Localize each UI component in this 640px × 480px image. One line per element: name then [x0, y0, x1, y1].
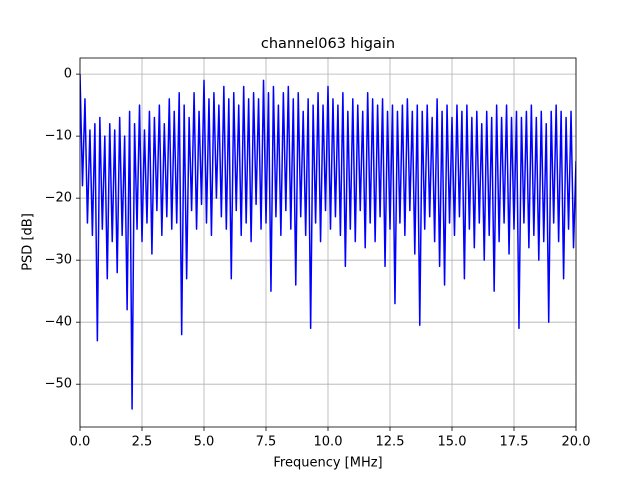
x-tick-label: 0.0	[70, 435, 91, 450]
x-tick-label: 2.5	[132, 435, 153, 450]
plot-frame	[79, 57, 577, 428]
x-tick-label: 17.5	[500, 435, 529, 450]
y-tick-label: 0	[64, 67, 72, 82]
x-tick-label: 7.5	[256, 435, 277, 450]
y-tick-label: −10	[45, 129, 72, 144]
x-tick-label: 15.0	[438, 435, 467, 450]
y-tick-label: −40	[45, 315, 72, 330]
x-axis-label: Frequency [MHz]	[273, 456, 382, 471]
x-tick-label: 10.0	[314, 435, 343, 450]
x-tick-label: 12.5	[376, 435, 405, 450]
y-tick-label: −30	[45, 253, 72, 268]
y-axis-label: PSD [dB]	[21, 213, 36, 271]
y-tick-label: −50	[45, 377, 72, 392]
data-line	[80, 74, 576, 410]
y-tick-label: −20	[45, 191, 72, 206]
x-tick-label: 20.0	[562, 435, 591, 450]
chart-title: channel063 higain	[261, 36, 395, 52]
x-tick-label: 5.0	[194, 435, 215, 450]
